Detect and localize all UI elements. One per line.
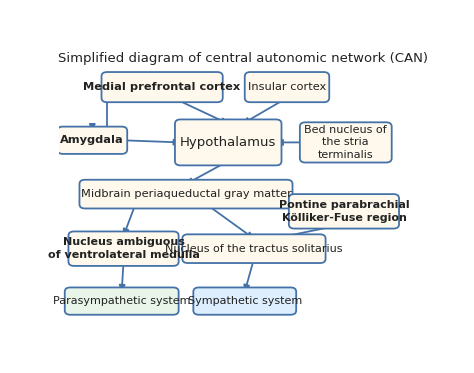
FancyBboxPatch shape xyxy=(65,288,179,315)
FancyBboxPatch shape xyxy=(101,72,223,102)
FancyBboxPatch shape xyxy=(68,231,179,266)
Text: Sympathetic system: Sympathetic system xyxy=(188,296,302,306)
FancyBboxPatch shape xyxy=(175,119,282,165)
FancyBboxPatch shape xyxy=(193,288,296,315)
Text: Pontine parabrachial
Kölliker-Fuse region: Pontine parabrachial Kölliker-Fuse regio… xyxy=(279,200,409,223)
FancyBboxPatch shape xyxy=(245,72,329,102)
FancyBboxPatch shape xyxy=(289,194,399,229)
FancyBboxPatch shape xyxy=(80,180,292,209)
FancyBboxPatch shape xyxy=(182,234,326,263)
Text: Nucleus ambiguous
of ventrolateral medulla: Nucleus ambiguous of ventrolateral medul… xyxy=(47,238,200,260)
FancyBboxPatch shape xyxy=(57,126,127,154)
Text: Parasympathetic system: Parasympathetic system xyxy=(53,296,191,306)
Text: Medial prefrontal cortex: Medial prefrontal cortex xyxy=(83,82,241,92)
Text: Bed nucleus of
the stria
terminalis: Bed nucleus of the stria terminalis xyxy=(304,125,387,160)
Text: Amygdala: Amygdala xyxy=(61,135,124,145)
Text: Midbrain periaqueductal gray matter: Midbrain periaqueductal gray matter xyxy=(81,189,292,199)
Text: Insular cortex: Insular cortex xyxy=(248,82,326,92)
Text: Simplified diagram of central autonomic network (CAN): Simplified diagram of central autonomic … xyxy=(58,52,428,65)
FancyBboxPatch shape xyxy=(300,122,392,163)
Text: Hypothalamus: Hypothalamus xyxy=(180,136,276,149)
Text: Nucleus of the tractus solitarius: Nucleus of the tractus solitarius xyxy=(165,244,343,254)
